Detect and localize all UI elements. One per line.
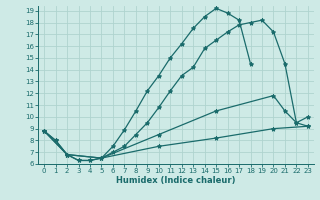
- X-axis label: Humidex (Indice chaleur): Humidex (Indice chaleur): [116, 176, 236, 185]
